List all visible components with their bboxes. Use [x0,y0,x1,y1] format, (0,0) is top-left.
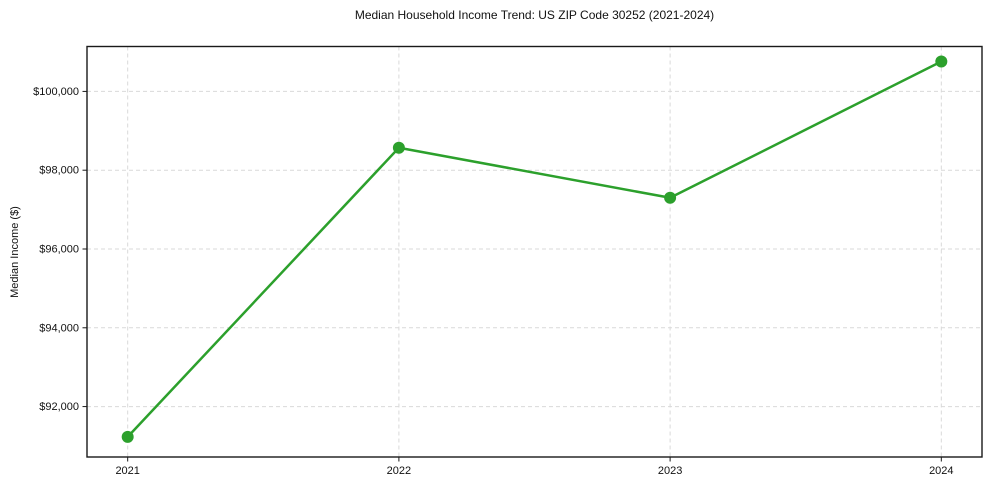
y-tick-label: $100,000 [33,86,79,98]
data-point-marker [392,141,405,154]
y-tick-label: $92,000 [39,401,79,413]
y-tick-label: $94,000 [39,322,79,334]
x-tick-label: 2023 [658,465,682,477]
data-point-marker [121,430,134,443]
y-tick-label: $96,000 [39,243,79,255]
x-tick-label: 2022 [387,465,411,477]
data-point-marker [935,55,948,68]
x-tick-label: 2024 [929,465,953,477]
plot-border [86,45,983,458]
x-tick-label: 2021 [115,465,139,477]
data-point-marker [664,191,677,204]
y-tick-label: $98,000 [39,165,79,177]
chart-title: Median Household Income Trend: US ZIP Co… [354,8,715,22]
trend-line [126,60,943,439]
